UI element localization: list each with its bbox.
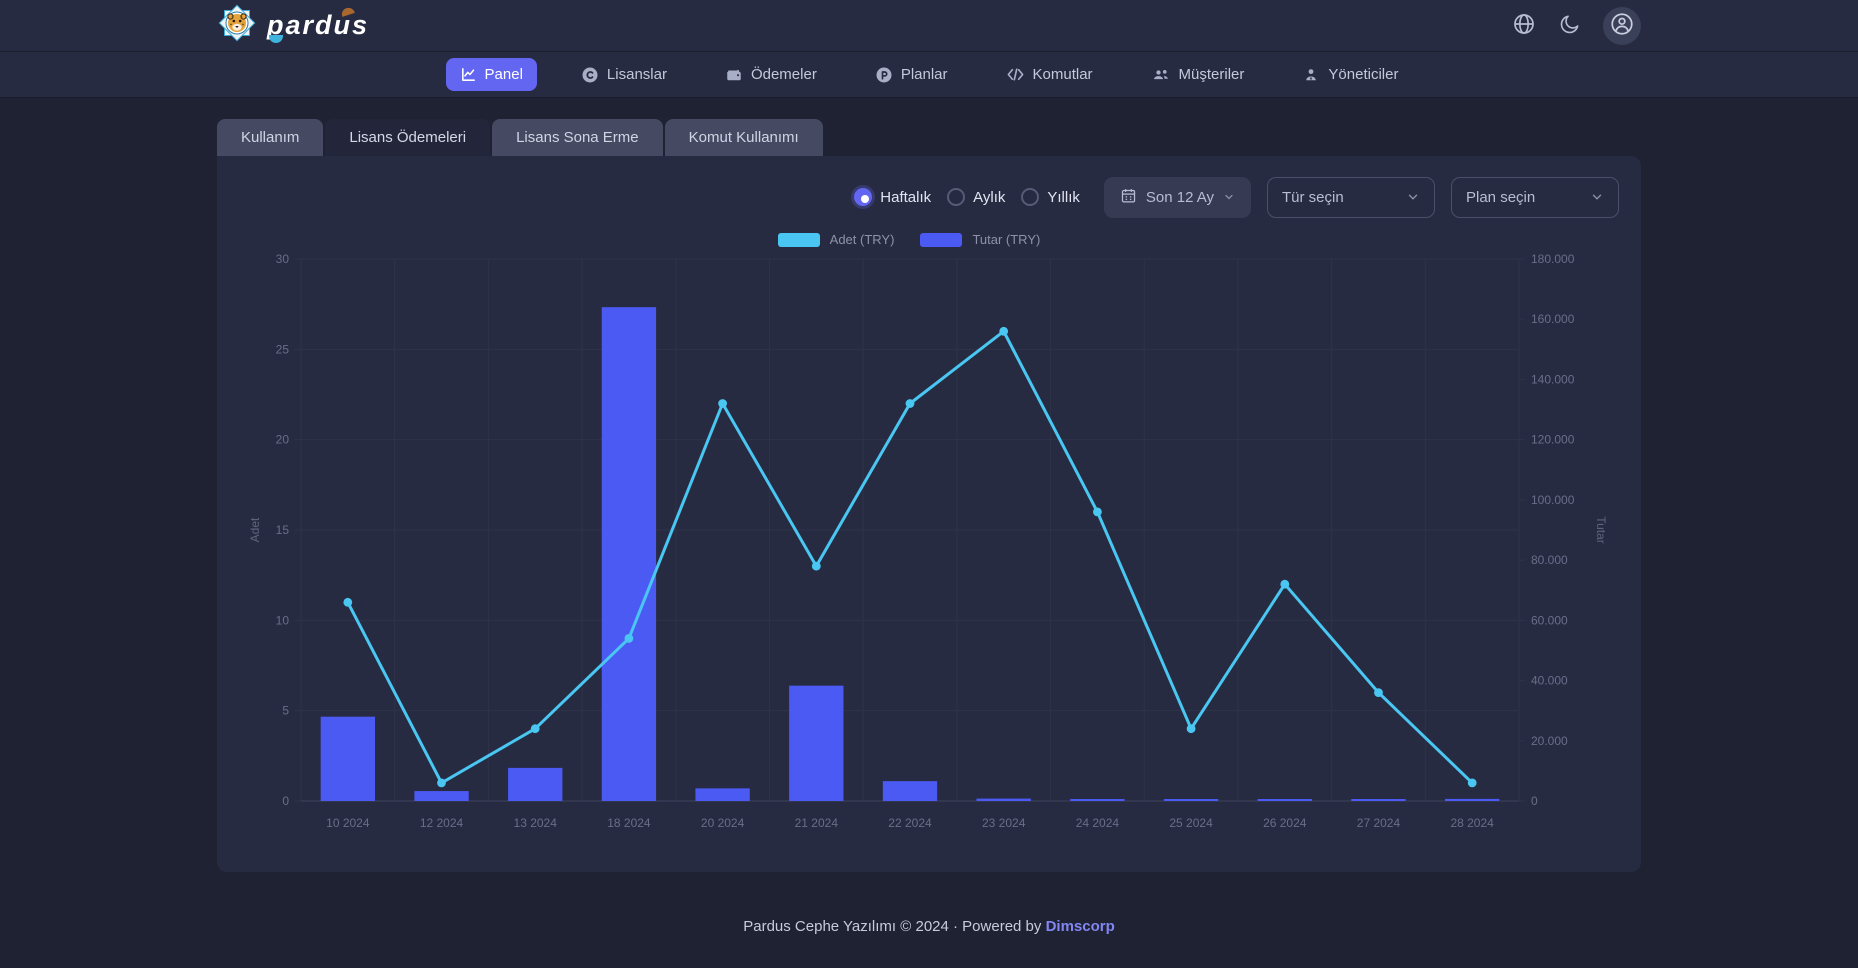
svg-text:12 2024: 12 2024 bbox=[420, 816, 464, 830]
svg-text:30: 30 bbox=[276, 252, 290, 266]
nav-item-yoneticiler[interactable]: Yöneticiler bbox=[1288, 58, 1412, 92]
admin-person-icon bbox=[1302, 66, 1320, 84]
chart-legend: Adet (TRY) Tutar (TRY) bbox=[239, 232, 1579, 247]
legend-item-adet[interactable]: Adet (TRY) bbox=[777, 232, 894, 247]
svg-text:20: 20 bbox=[276, 433, 290, 447]
radio-circle-icon bbox=[947, 188, 966, 206]
user-menu-button[interactable] bbox=[1603, 6, 1641, 45]
language-globe-button[interactable] bbox=[1512, 12, 1536, 39]
tab-lisans-odemeleri[interactable]: Lisans Ödemeleri bbox=[325, 119, 491, 156]
svg-text:120.000: 120.000 bbox=[1531, 433, 1575, 447]
svg-text:25 2024: 25 2024 bbox=[1169, 816, 1213, 830]
chart-line-icon bbox=[460, 66, 477, 83]
bar-line-chart: 0 5 10 15 20 25 30 0 20.000 40.000 60.000 80.000 100… bbox=[239, 249, 1619, 854]
brand-accent-cyan bbox=[269, 35, 283, 43]
page-content: Kullanım Lisans Ödemeleri Lisans Sona Er… bbox=[217, 119, 1641, 935]
chevron-down-icon bbox=[1223, 191, 1235, 203]
app-header: pardus bbox=[0, 0, 1858, 52]
legend-swatch-blue bbox=[920, 232, 963, 247]
code-brackets-icon bbox=[1006, 65, 1025, 84]
svg-text:10: 10 bbox=[276, 613, 290, 627]
radio-aylik[interactable]: Aylık bbox=[947, 188, 1005, 206]
svg-text:28 2024: 28 2024 bbox=[1450, 816, 1494, 830]
svg-text:40.000: 40.000 bbox=[1531, 674, 1568, 688]
type-select[interactable]: Tür seçin bbox=[1267, 176, 1435, 218]
svg-text:18 2024: 18 2024 bbox=[607, 816, 651, 830]
date-range-button[interactable]: Son 12 Ay bbox=[1103, 176, 1251, 218]
svg-text:15: 15 bbox=[276, 523, 290, 537]
tab-lisans-sona-erme[interactable]: Lisans Sona Erme bbox=[492, 119, 663, 156]
tab-komut-kullanimi[interactable]: Komut Kullanımı bbox=[664, 119, 823, 156]
brand-logo[interactable]: pardus bbox=[217, 3, 369, 48]
main-nav: Panel Lisanslar Ödemeler bbox=[0, 52, 1858, 98]
report-tabs: Kullanım Lisans Ödemeleri Lisans Sona Er… bbox=[217, 119, 1641, 156]
radio-circle-icon bbox=[1021, 188, 1040, 206]
svg-text:24 2024: 24 2024 bbox=[1076, 816, 1120, 830]
svg-text:5: 5 bbox=[282, 704, 289, 718]
globe-icon bbox=[1512, 12, 1536, 39]
svg-text:10 2024: 10 2024 bbox=[326, 816, 370, 830]
radio-yillik[interactable]: Yıllık bbox=[1021, 188, 1080, 206]
svg-text:22 2024: 22 2024 bbox=[888, 816, 932, 830]
svg-text:23 2024: 23 2024 bbox=[982, 816, 1026, 830]
svg-text:Adet: Adet bbox=[248, 517, 262, 542]
moon-icon bbox=[1558, 13, 1581, 39]
chevron-down-icon bbox=[1406, 190, 1420, 204]
footer-text: Pardus Cephe Yazılımı © 2024 · Powered b… bbox=[743, 918, 1042, 935]
dark-mode-toggle-button[interactable] bbox=[1558, 13, 1581, 39]
nav-item-musteriler[interactable]: Müşteriler bbox=[1137, 57, 1259, 93]
svg-text:60.000: 60.000 bbox=[1531, 613, 1568, 627]
wallet-icon bbox=[725, 66, 743, 84]
plan-p-circle-icon bbox=[875, 66, 893, 84]
period-radio-group: Haftalık Aylık Yıllık bbox=[854, 188, 1080, 206]
nav-item-panel[interactable]: Panel bbox=[445, 58, 537, 91]
nav-item-odemeler[interactable]: Ödemeler bbox=[711, 58, 831, 92]
nav-item-planlar[interactable]: Planlar bbox=[861, 58, 962, 92]
svg-text:80.000: 80.000 bbox=[1531, 553, 1568, 567]
plan-select[interactable]: Plan seçin bbox=[1451, 176, 1619, 218]
svg-text:26 2024: 26 2024 bbox=[1263, 816, 1307, 830]
svg-text:25: 25 bbox=[276, 342, 290, 356]
tab-kullanim[interactable]: Kullanım bbox=[217, 119, 324, 156]
svg-text:0: 0 bbox=[1531, 794, 1538, 808]
calendar-icon bbox=[1120, 187, 1137, 208]
svg-text:13 2024: 13 2024 bbox=[514, 816, 558, 830]
brand-accent-amber bbox=[340, 6, 355, 17]
page-footer: Pardus Cephe Yazılımı © 2024 · Powered b… bbox=[217, 918, 1641, 935]
pardus-emblem-icon bbox=[217, 3, 257, 48]
legend-swatch-cyan bbox=[777, 232, 820, 247]
chevron-down-icon bbox=[1590, 190, 1604, 204]
nav-item-komutlar[interactable]: Komutlar bbox=[992, 57, 1107, 92]
svg-text:20 2024: 20 2024 bbox=[701, 816, 745, 830]
legend-item-tutar[interactable]: Tutar (TRY) bbox=[920, 232, 1040, 247]
footer-brand-link[interactable]: Dimscorp bbox=[1045, 918, 1115, 935]
svg-text:21 2024: 21 2024 bbox=[795, 816, 839, 830]
chart-filters: Haftalık Aylık Yıllık bbox=[239, 176, 1619, 218]
radio-circle-icon bbox=[854, 188, 873, 206]
svg-text:100.000: 100.000 bbox=[1531, 493, 1575, 507]
svg-text:20.000: 20.000 bbox=[1531, 734, 1568, 748]
chart-panel: Haftalık Aylık Yıllık bbox=[217, 156, 1641, 872]
svg-text:27 2024: 27 2024 bbox=[1357, 816, 1401, 830]
svg-text:180.000: 180.000 bbox=[1531, 252, 1575, 266]
svg-text:140.000: 140.000 bbox=[1531, 372, 1575, 386]
radio-haftalik[interactable]: Haftalık bbox=[854, 188, 931, 206]
brand-name: pardus bbox=[267, 6, 369, 43]
svg-text:160.000: 160.000 bbox=[1531, 312, 1575, 326]
users-group-icon bbox=[1151, 65, 1171, 85]
svg-text:0: 0 bbox=[282, 794, 289, 808]
svg-text:Tutar: Tutar bbox=[1594, 516, 1608, 544]
user-avatar-icon bbox=[1609, 11, 1635, 40]
nav-item-lisanslar[interactable]: Lisanslar bbox=[567, 58, 681, 92]
license-c-circle-icon bbox=[581, 66, 599, 84]
